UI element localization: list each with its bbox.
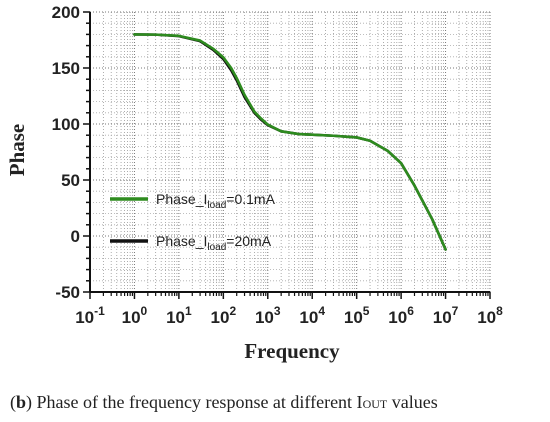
plot-lines: [133, 33, 447, 251]
axes: [83, 11, 491, 299]
x-axis-title: Frequency: [244, 339, 340, 363]
y-tick-label: 50: [61, 171, 80, 190]
legend: Phase_Iload=0.1mA Phase_Iload=20mA: [110, 191, 276, 253]
y-tick-label: 200: [52, 3, 80, 22]
x-tick-label: 100: [122, 304, 148, 327]
x-tick-labels: 10-1 100 101 102 103 104 105 106 107 108: [75, 304, 503, 327]
y-tick-label: 100: [52, 115, 80, 134]
x-tick-label: 108: [477, 304, 503, 327]
x-tick-label: 107: [433, 304, 459, 327]
y-tick-label: -50: [55, 283, 80, 302]
x-tick-label: 102: [211, 304, 237, 327]
caption-suffix: values: [387, 392, 438, 412]
y-tick-labels: -50 0 50 100 150 200: [52, 3, 80, 302]
x-tick-label: 101: [166, 304, 192, 327]
legend-label-0: Phase_Iload=0.1mA: [156, 191, 276, 211]
caption-subscript: OUT: [362, 397, 388, 411]
legend-label-1: Phase_Iload=20mA: [156, 233, 272, 253]
grid: [89, 11, 491, 293]
x-tick-label: 103: [255, 304, 281, 327]
caption-label: b: [16, 392, 27, 412]
caption-text: Phase of the frequency response at diffe…: [32, 392, 363, 412]
y-tick-label: 150: [52, 59, 80, 78]
x-tick-label: 106: [388, 304, 414, 327]
x-tick-label: 104: [299, 304, 325, 327]
figure-caption: (b) Phase of the frequency response at d…: [10, 392, 438, 412]
y-tick-label: 0: [71, 227, 80, 246]
y-axis-title: Phase: [5, 124, 29, 177]
x-tick-label: 105: [344, 304, 370, 327]
x-tick-label: 10-1: [75, 304, 105, 327]
series-line-1: [133, 33, 447, 251]
